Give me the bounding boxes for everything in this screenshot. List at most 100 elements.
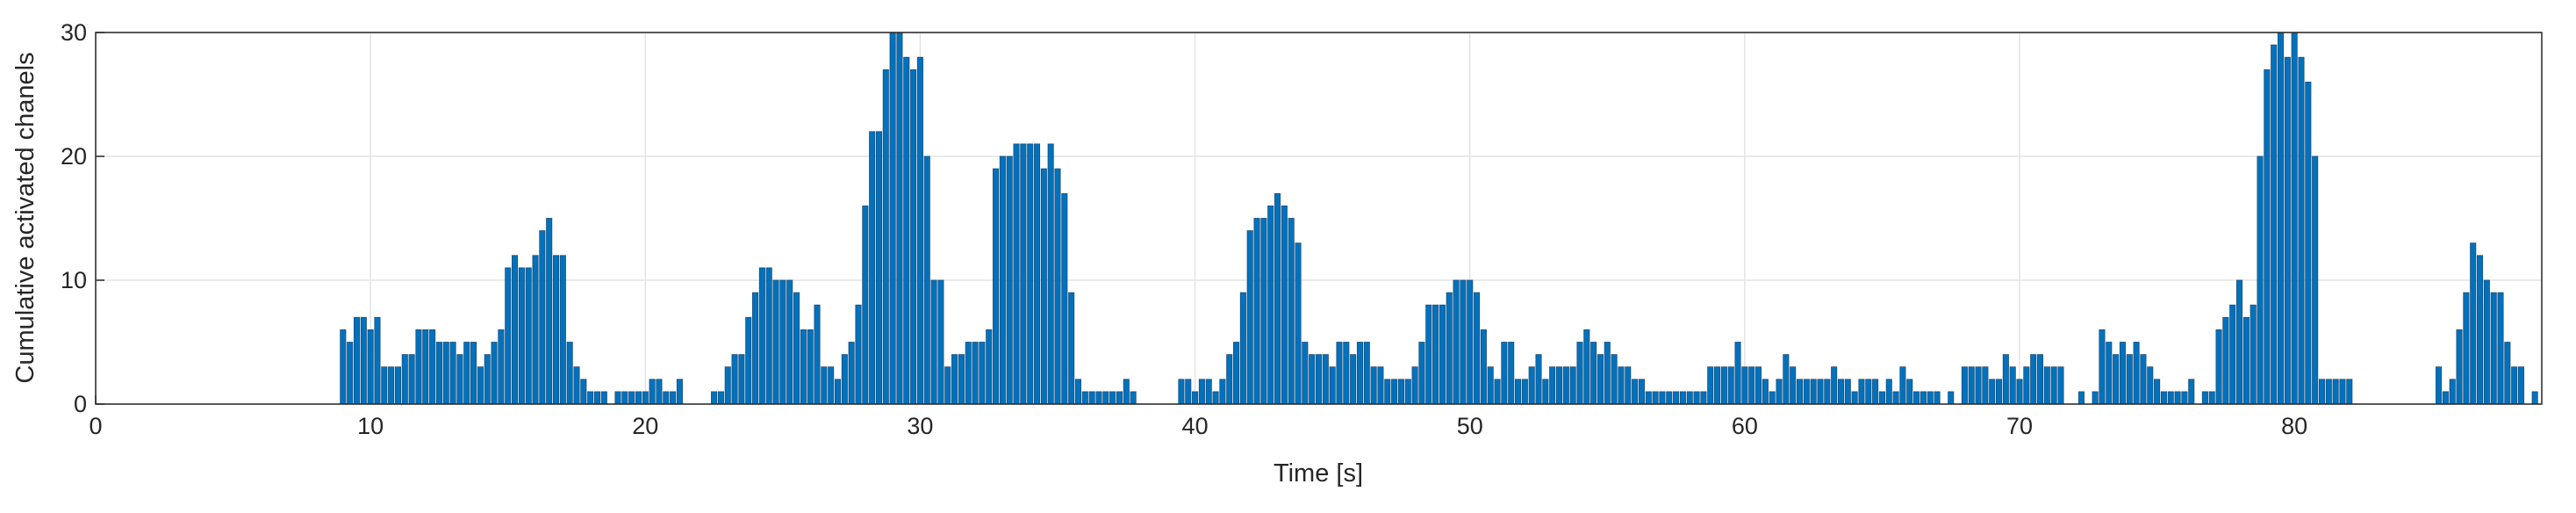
- bar: [1948, 391, 1955, 405]
- bar: [2271, 44, 2278, 405]
- x-tick-label: 50: [1457, 413, 1483, 439]
- bar: [2119, 342, 2126, 405]
- bar: [1397, 379, 1404, 405]
- bar: [1659, 391, 1666, 405]
- bar: [2043, 366, 2050, 405]
- bar: [1975, 366, 1982, 405]
- bar: [745, 316, 752, 405]
- bar: [401, 354, 408, 405]
- bar: [1625, 366, 1632, 405]
- bar: [882, 69, 889, 405]
- bar: [1411, 366, 1418, 405]
- bar: [559, 255, 566, 405]
- bar: [2339, 379, 2346, 405]
- bar: [1040, 168, 1047, 405]
- bar: [1418, 342, 1425, 405]
- bar: [2016, 379, 2023, 405]
- bar: [2154, 379, 2161, 405]
- bar: [429, 329, 436, 405]
- bar: [1487, 366, 1494, 405]
- bar: [1460, 279, 1467, 405]
- bar: [2332, 379, 2339, 405]
- bar: [1961, 366, 1968, 405]
- bar: [1776, 379, 1783, 405]
- bar: [552, 255, 560, 405]
- bar: [463, 342, 470, 405]
- bar: [1638, 379, 1645, 405]
- bar: [2113, 354, 2120, 405]
- bar: [2201, 391, 2208, 405]
- bar: [1686, 391, 1693, 405]
- bar: [512, 255, 519, 405]
- bar: [875, 131, 882, 405]
- bar: [1734, 342, 1741, 405]
- bar: [2298, 56, 2305, 405]
- bar: [2305, 82, 2312, 405]
- bar: [1645, 391, 1652, 405]
- bar: [834, 379, 842, 405]
- bar: [2126, 354, 2133, 405]
- bar: [498, 329, 505, 405]
- bar: [2470, 242, 2477, 405]
- bar: [731, 354, 738, 405]
- bar: [1205, 379, 1212, 405]
- bar: [1611, 354, 1618, 405]
- bar: [2463, 292, 2470, 405]
- bar: [2181, 391, 2188, 405]
- bar: [1281, 205, 1288, 405]
- bar: [1033, 143, 1041, 405]
- bar: [2099, 329, 2106, 405]
- bar: [2092, 391, 2099, 405]
- bar: [1404, 379, 1411, 405]
- bar: [1748, 366, 1755, 405]
- bar: [1474, 292, 1481, 405]
- bar: [649, 379, 656, 405]
- bar: [1865, 379, 1872, 405]
- y-tick-label: 30: [61, 19, 87, 46]
- bar: [752, 292, 759, 405]
- bar: [1253, 218, 1260, 405]
- bar: [1604, 342, 1611, 405]
- bar: [2222, 316, 2229, 405]
- bar: [993, 168, 1000, 405]
- y-tick-label: 20: [61, 143, 87, 170]
- bar: [1130, 391, 1137, 405]
- bar: [1315, 354, 1323, 405]
- bar: [841, 354, 848, 405]
- bar: [1178, 379, 1185, 405]
- bar: [491, 342, 498, 405]
- bar: [1074, 379, 1082, 405]
- bar: [1233, 342, 1240, 405]
- bar: [1336, 342, 1343, 405]
- bar: [2483, 279, 2490, 405]
- bar: [600, 391, 607, 405]
- bar: [1693, 391, 1700, 405]
- bar: [449, 342, 456, 405]
- bar: [1350, 354, 1357, 405]
- bar: [814, 304, 821, 405]
- bar: [340, 329, 347, 405]
- bar: [758, 267, 765, 405]
- bar: [1088, 391, 1095, 405]
- bar: [916, 56, 923, 405]
- bar: [1267, 205, 1274, 405]
- bar: [1095, 391, 1102, 405]
- bar: [1913, 391, 1920, 405]
- bar: [505, 267, 512, 405]
- bar: [1288, 218, 1295, 405]
- bar: [951, 354, 958, 405]
- bar: [1198, 379, 1205, 405]
- bar: [1919, 391, 1927, 405]
- x-tick-label: 10: [357, 413, 384, 439]
- bar: [1817, 379, 1824, 405]
- bar: [1810, 379, 1817, 405]
- bar: [855, 304, 862, 405]
- bar: [1384, 379, 1391, 405]
- bar: [1872, 379, 1879, 405]
- bar: [642, 391, 649, 405]
- bar: [394, 366, 401, 405]
- bar: [374, 316, 381, 405]
- bar: [793, 292, 800, 405]
- bar: [2002, 354, 2009, 405]
- bar: [670, 391, 677, 405]
